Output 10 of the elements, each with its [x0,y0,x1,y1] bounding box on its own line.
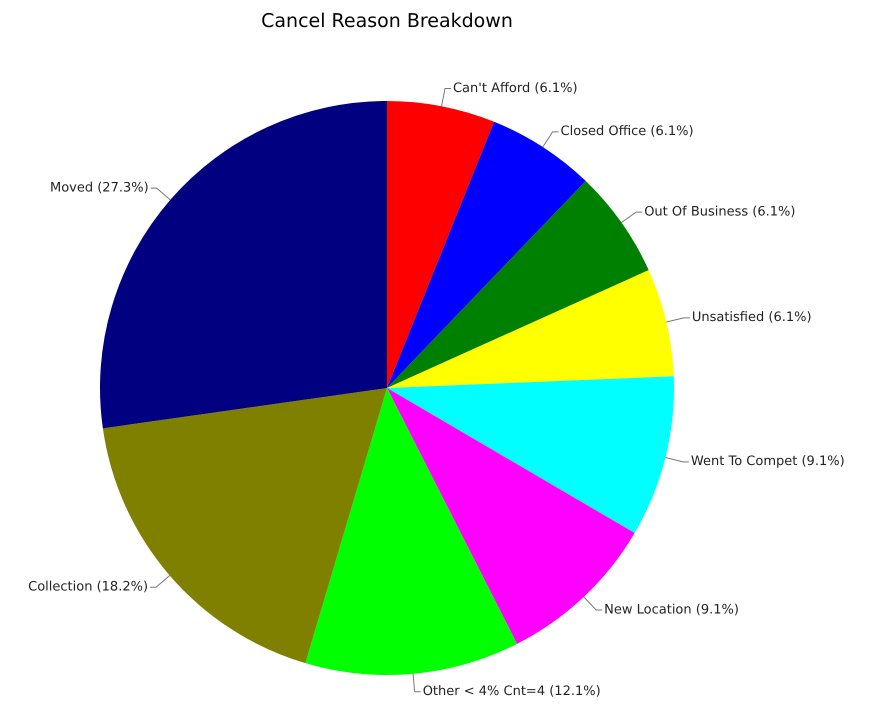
chart-title: Cancel Reason Breakdown [261,10,513,32]
slice-label: Unsatisfied (6.1%) [692,310,812,326]
slice-label: Other < 4% Cnt=4 (12.1%) [422,684,601,700]
slice-label: New Location (9.1%) [604,602,739,618]
slice-label: Went To Compet (9.1%) [690,454,845,470]
slice-label: Collection (18.2%) [28,580,148,595]
slice-label: Out Of Business (6.1%) [644,204,796,220]
slice-label: Can't Afford (6.1%) [452,80,578,96]
slice-label: Closed Office (6.1%) [560,124,694,140]
slice-label: Moved (27.3%) [50,180,149,196]
